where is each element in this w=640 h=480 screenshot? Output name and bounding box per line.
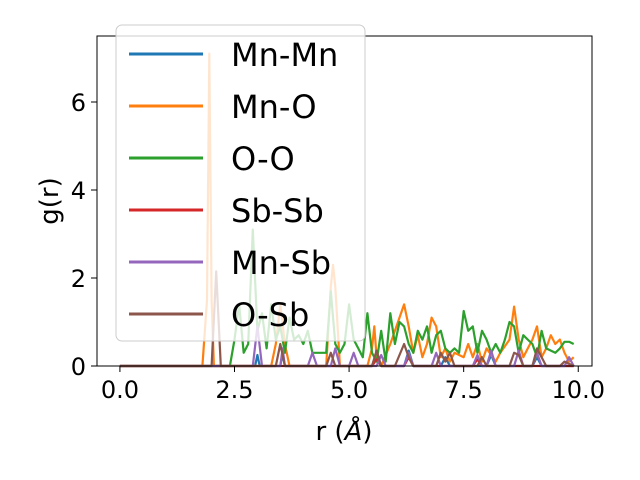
y-axis-label: g(r): [35, 177, 65, 224]
x-tick-label: 10.0: [552, 376, 605, 404]
legend-label-mn-o: Mn-O: [231, 88, 317, 126]
legend-label-sb-sb: Sb-Sb: [231, 192, 324, 230]
x-axis-label: r (Å): [315, 415, 372, 447]
legend-label-mn-sb: Mn-Sb: [231, 244, 331, 282]
x-tick-label: 5.0: [330, 376, 368, 404]
x-tick-label: 0.0: [101, 376, 139, 404]
y-axis: 0 2 4 6: [71, 89, 97, 381]
y-tick-label: 0: [71, 353, 86, 381]
x-tick-label: 2.5: [215, 376, 253, 404]
y-tick-label: 6: [71, 89, 86, 117]
series-line-mn-o: [119, 52, 575, 368]
legend: Mn-Mn Mn-O O-O Sb-Sb Mn-Sb O-Sb: [115, 24, 366, 342]
x-axis: 0.0 2.5 5.0 7.5 10.0: [101, 366, 605, 404]
legend-label-mn-mn: Mn-Mn: [231, 36, 338, 74]
y-tick-label: 2: [71, 265, 86, 293]
y-tick-label: 4: [71, 177, 86, 205]
legend-label-o-sb: O-Sb: [231, 296, 309, 334]
legend-label-o-o: O-O: [231, 140, 295, 178]
x-tick-label: 7.5: [445, 376, 483, 404]
